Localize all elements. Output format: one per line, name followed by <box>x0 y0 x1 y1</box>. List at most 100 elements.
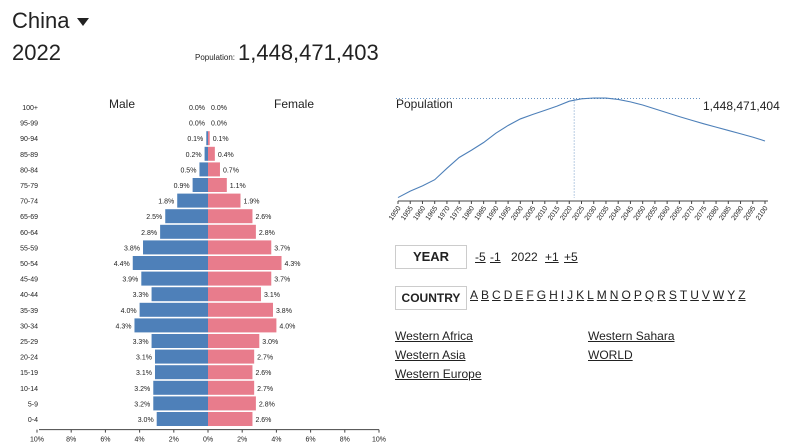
letter-link-q[interactable]: Q <box>644 288 655 302</box>
x-tick-label: 4% <box>135 437 145 444</box>
letter-link-i[interactable]: I <box>560 288 565 302</box>
letter-link-u[interactable]: U <box>690 288 699 302</box>
letter-link-b[interactable]: B <box>481 288 490 302</box>
female-value-label: 0.0% <box>211 121 227 128</box>
male-bar <box>151 287 208 302</box>
female-bar <box>208 178 227 192</box>
male-bar <box>143 240 208 255</box>
line-x-tick-label: 1990 <box>486 205 501 222</box>
population-label: Population: <box>195 53 236 62</box>
male-value-label: 4.0% <box>121 308 137 315</box>
female-value-label: 0.4% <box>218 152 234 159</box>
female-bar <box>208 271 272 286</box>
x-tick-label: 2% <box>237 437 247 444</box>
letter-link-w[interactable]: W <box>712 288 725 302</box>
letter-link-h[interactable]: H <box>549 288 558 302</box>
letter-link-l[interactable]: L <box>587 288 594 302</box>
female-bar <box>208 396 256 411</box>
caret-down-icon[interactable] <box>77 18 90 27</box>
female-bar <box>208 287 262 302</box>
x-tick-label: 4% <box>271 437 281 444</box>
x-tick-label: 2% <box>169 437 179 444</box>
region-link-world[interactable]: WORLD <box>588 348 633 362</box>
population-annotation: 1,448,471,404 <box>703 99 780 113</box>
line-x-tick-label: 2005 <box>523 205 538 222</box>
region-link-western-europe[interactable]: Western Europe <box>395 367 482 381</box>
letter-link-m[interactable]: M <box>596 288 607 302</box>
letter-link-k[interactable]: K <box>576 288 585 302</box>
region-link-western-asia[interactable]: Western Asia <box>395 348 466 362</box>
region-link-western-sahara[interactable]: Western Sahara <box>588 329 675 343</box>
female-label: Female <box>274 97 314 111</box>
female-value-label: 3.0% <box>262 339 278 346</box>
line-x-tick-label: 2040 <box>608 205 623 222</box>
male-value-label: 3.0% <box>138 417 154 424</box>
female-bar <box>208 349 255 364</box>
letter-link-g[interactable]: G <box>536 288 547 302</box>
line-x-tick-label: 2055 <box>645 205 660 222</box>
female-bar <box>208 240 272 255</box>
male-bar <box>132 256 208 270</box>
male-value-label: 3.3% <box>133 292 149 299</box>
line-x-tick-label: 2075 <box>694 205 709 222</box>
line-x-tick-label: 2015 <box>547 205 562 222</box>
letter-link-p[interactable]: P <box>633 288 642 302</box>
male-value-label: 2.8% <box>141 230 157 237</box>
line-x-tick-label: 2060 <box>657 205 672 222</box>
letter-link-c[interactable]: C <box>492 288 501 302</box>
year-minus5-link[interactable]: -5 <box>475 250 486 264</box>
male-bar <box>153 380 208 395</box>
year-plus1-link[interactable]: +1 <box>545 250 559 264</box>
letter-link-n[interactable]: N <box>609 288 619 302</box>
letter-link-z[interactable]: Z <box>738 288 746 302</box>
letter-link-y[interactable]: Y <box>727 288 736 302</box>
female-value-label: 3.1% <box>264 292 280 299</box>
x-tick-label: 8% <box>340 437 350 444</box>
letter-link-r[interactable]: R <box>657 288 666 302</box>
x-tick-label: 6% <box>100 437 110 444</box>
female-value-label: 4.0% <box>279 323 295 330</box>
letter-link-a[interactable]: A <box>470 288 479 302</box>
female-value-label: 2.6% <box>255 214 271 221</box>
letter-link-f[interactable]: F <box>526 288 534 302</box>
male-value-label: 0.0% <box>189 121 205 128</box>
line-chart-title: Population <box>396 97 453 111</box>
female-value-label: 2.6% <box>255 417 271 424</box>
current-year: 2022 <box>511 250 538 264</box>
male-bar <box>154 349 208 364</box>
letter-link-j[interactable]: J <box>567 288 574 302</box>
female-bar <box>208 334 260 348</box>
age-tick-label: 10-14 <box>20 386 38 393</box>
letter-link-e[interactable]: E <box>515 288 524 302</box>
region-link-western-africa[interactable]: Western Africa <box>395 329 473 343</box>
year-minus1-link[interactable]: -1 <box>490 250 501 264</box>
female-bar <box>208 380 255 395</box>
age-tick-label: 55-59 <box>20 245 38 252</box>
female-bar <box>208 224 256 239</box>
age-tick-label: 45-49 <box>20 277 38 284</box>
female-value-label: 2.7% <box>257 386 273 393</box>
x-tick-label: 10% <box>372 437 386 444</box>
male-bar <box>177 193 208 208</box>
female-value-label: 2.8% <box>259 230 275 237</box>
male-value-label: 4.4% <box>114 261 130 268</box>
letter-link-v[interactable]: V <box>701 288 710 302</box>
x-tick-label: 10% <box>30 437 44 444</box>
line-x-tick-label: 2090 <box>731 205 746 222</box>
female-bar <box>208 302 273 317</box>
letter-link-o[interactable]: O <box>621 288 631 302</box>
line-x-tick-label: 1980 <box>461 205 476 222</box>
letter-link-s[interactable]: S <box>668 288 677 302</box>
female-bar <box>208 318 277 333</box>
line-x-tick-label: 1985 <box>474 205 489 222</box>
female-value-label: 0.7% <box>223 167 239 174</box>
letter-link-d[interactable]: D <box>503 288 513 302</box>
female-bar <box>208 131 210 146</box>
line-x-tick-label: 2065 <box>669 205 684 222</box>
year-plus5-link[interactable]: +5 <box>564 250 578 264</box>
letter-link-t[interactable]: T <box>679 288 688 302</box>
age-tick-label: 70-74 <box>20 199 38 206</box>
male-bar <box>204 146 208 161</box>
country-selector[interactable]: China <box>12 8 90 34</box>
